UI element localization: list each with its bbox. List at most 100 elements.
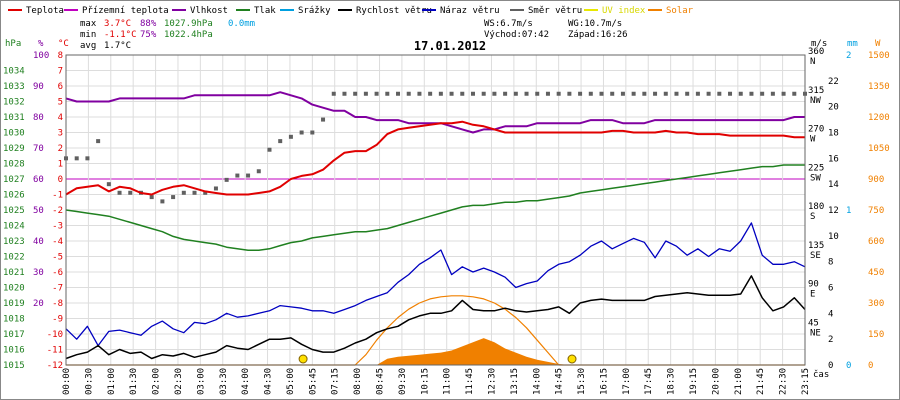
wind-tick-label: 22	[828, 77, 839, 87]
time-tick-label: 08:45	[376, 368, 386, 395]
wind-direction-point	[535, 91, 540, 96]
solar-tick-label: 450	[868, 268, 884, 278]
pressure-tick-label: 1016	[3, 346, 25, 356]
time-tick-label: 07:15	[331, 368, 341, 395]
stats-min-temp: -1.1°C	[104, 30, 137, 40]
stats-max-label: max	[80, 19, 97, 29]
time-tick-label: 01:30	[129, 368, 139, 395]
wind-tick-label: 12	[828, 206, 839, 216]
wind-direction-point	[631, 91, 636, 96]
wind-direction-point	[278, 139, 283, 144]
time-tick-label: 17:00	[622, 368, 632, 395]
wind-direction-point	[74, 156, 79, 161]
wind-direction-point	[674, 91, 679, 96]
wind-direction-point	[299, 130, 304, 135]
wind-direction-point	[449, 91, 454, 96]
stats-avg-label: avg	[80, 41, 96, 51]
solar-tick-label: 1200	[868, 113, 890, 123]
pressure-tick-label: 1028	[3, 160, 25, 170]
pressure-tick-label: 1020	[3, 284, 25, 294]
solar-tick-label: 300	[868, 299, 884, 309]
temp-tick-label: -6	[52, 268, 63, 278]
wind-direction-point	[545, 91, 550, 96]
series-wind-speed	[65, 275, 806, 360]
axis-headers: hPa % °C m/s mm W čas	[5, 39, 881, 380]
humidity-tick-label: 70	[33, 144, 44, 154]
solar-tick-label: 600	[868, 237, 884, 247]
time-tick-label: 11:00	[443, 368, 453, 395]
wind-direction-point	[192, 190, 197, 195]
unit-ms: m/s	[811, 39, 827, 49]
time-tick-label: 15:30	[577, 368, 587, 395]
wind-tick-label: 2	[828, 335, 833, 345]
pressure-tick-label: 1017	[3, 330, 25, 340]
unit-percent: %	[38, 39, 44, 49]
time-tick-label: 02:00	[152, 368, 162, 395]
stats-max-humidity: 88%	[140, 19, 157, 29]
legend-teplota: Teplota	[26, 6, 64, 16]
solar-tick-label: 750	[868, 206, 884, 216]
direction-tick-dir: NE	[810, 328, 821, 338]
wind-direction-point	[610, 91, 615, 96]
direction-tick-dir: SW	[810, 173, 821, 183]
time-tick-label: 22:30	[779, 368, 789, 395]
stats-max-pressure: 1027.9hPa	[164, 19, 213, 29]
wind-direction-point	[556, 91, 561, 96]
wind-direction-point	[792, 91, 797, 96]
wind-direction-point	[117, 190, 122, 195]
temp-tick-label: -12	[47, 361, 63, 371]
wind-tick-label: 4	[828, 309, 833, 319]
wind-direction-point	[213, 186, 218, 191]
solar-tick-label: 0	[868, 361, 873, 371]
pressure-tick-label: 1022	[3, 253, 25, 263]
time-tick-label: 19:15	[689, 368, 699, 395]
humidity-tick-label: 40	[33, 237, 44, 247]
stats-avg-temp: 1.7°C	[104, 41, 131, 51]
solar-tick-label: 900	[868, 175, 884, 185]
legend: Teplota Přízemní teplota Vlhkost Tlak Sr…	[8, 6, 694, 16]
wind-direction-point	[749, 91, 754, 96]
wind-direction-point	[460, 91, 465, 96]
wind-direction-point	[235, 173, 240, 178]
stats-max-temp: 3.7°C	[104, 19, 131, 29]
pressure-tick-label: 1018	[3, 315, 25, 325]
time-tick-label: 10:15	[420, 368, 430, 395]
time-tick-label: 21:45	[756, 368, 766, 395]
time-tick-label: 05:00	[286, 368, 296, 395]
wind-tick-label: 20	[828, 103, 839, 113]
pressure-tick-label: 1029	[3, 144, 25, 154]
wind-direction-point	[246, 173, 251, 178]
direction-tick-dir: N	[810, 57, 815, 67]
wind-direction-point	[524, 91, 529, 96]
legend-uv-index: UV index	[602, 6, 646, 16]
wind-direction-point	[717, 91, 722, 96]
temp-tick-label: 7	[58, 67, 63, 77]
temp-tick-label: 8	[58, 51, 63, 61]
time-tick-label: 02:30	[174, 368, 184, 395]
wind-direction-point	[438, 91, 443, 96]
wind-direction-point	[417, 91, 422, 96]
wind-direction-point	[481, 91, 486, 96]
wind-tick-label: 14	[828, 180, 839, 190]
temp-tick-label: 0	[58, 175, 63, 185]
legend-tlak: Tlak	[254, 6, 276, 16]
solar-tick-label: 150	[868, 330, 884, 340]
wind-direction-point	[149, 195, 154, 200]
wind-direction-point	[567, 91, 572, 96]
legend-srazky: Srážky	[298, 6, 331, 16]
axis-ticks: -12-11-10-9-8-7-6-5-4-3-2-101234567800:0…	[3, 47, 890, 395]
unit-time: čas	[813, 369, 829, 380]
legend-naraz-vetru: Náraz větru	[440, 6, 500, 16]
wind-direction-point	[331, 91, 336, 96]
wind-direction-point	[770, 91, 775, 96]
wind-direction-point	[653, 91, 658, 96]
wind-direction-point	[310, 130, 315, 135]
wind-direction-point	[470, 91, 475, 96]
wind-direction-point	[695, 91, 700, 96]
pressure-tick-label: 1021	[3, 268, 25, 278]
humidity-tick-label: 20	[33, 299, 44, 309]
sun-marker	[567, 354, 577, 364]
temp-tick-label: -10	[47, 330, 63, 340]
legend-rychlost-vetru: Rychlost větru	[356, 6, 432, 16]
